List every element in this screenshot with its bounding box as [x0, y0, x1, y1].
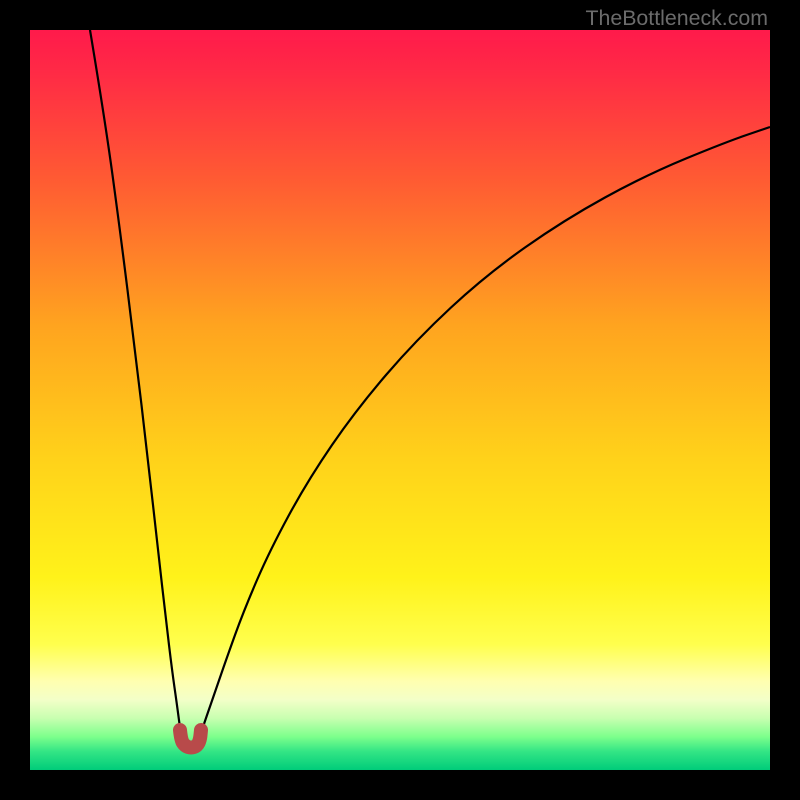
frame-left: [0, 0, 30, 800]
chart-container: TheBottleneck.com: [0, 0, 800, 800]
plot-area: [30, 30, 770, 770]
watermark-text: TheBottleneck.com: [585, 6, 768, 31]
bottleneck-curve-chart: [30, 30, 770, 770]
frame-right: [770, 0, 800, 800]
frame-bottom: [0, 770, 800, 800]
